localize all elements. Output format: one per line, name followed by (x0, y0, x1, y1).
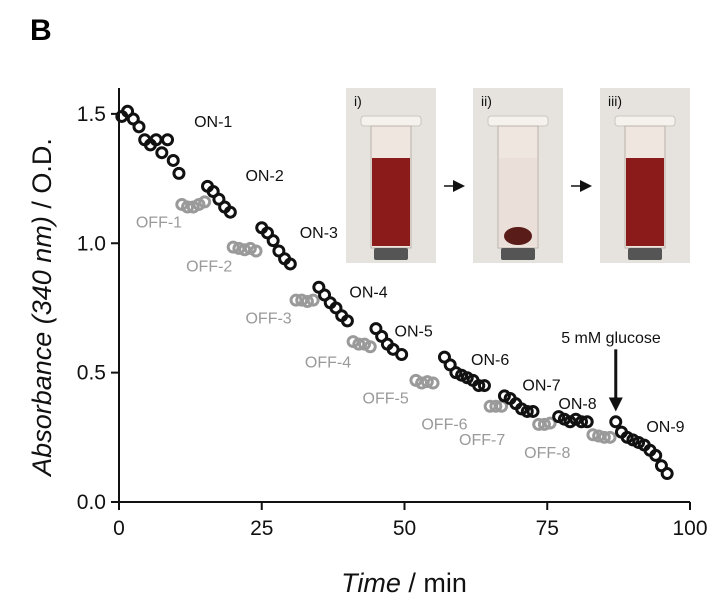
tube-sediment (504, 227, 532, 245)
inset-photo: ii) (473, 88, 563, 263)
photo-label: ii) (481, 93, 492, 109)
segment-label: ON-7 (522, 378, 560, 395)
data-point-off (597, 430, 611, 444)
annotation-arrow-head (608, 397, 623, 412)
y-axis-ticks: 0.0 0.5 1.0 1.5 (77, 103, 119, 514)
data-point-off (592, 429, 606, 443)
x-axis-title: Time / min (341, 568, 467, 598)
data-point-on (526, 404, 540, 418)
data-point-on (395, 348, 409, 362)
segment-labels: ON-1 OFF-1 ON-2 OFF-2 ON-3 OFF-3 ON-4 OFF-4 ON-5… (136, 114, 685, 462)
segment-label: OFF-7 (459, 432, 505, 449)
segment-label: OFF-5 (363, 391, 409, 408)
data-point-off (352, 337, 366, 351)
data-point-off (198, 195, 212, 209)
inset-photo: iii) (600, 88, 690, 263)
photo-label: i) (354, 93, 362, 109)
data-point-on (580, 415, 594, 429)
data-point-off (226, 240, 240, 254)
data-point-on (609, 415, 623, 429)
data-point-off (537, 417, 551, 431)
segment-label: ON-9 (646, 419, 684, 436)
data-point-off (181, 200, 195, 214)
data-point-on (172, 166, 186, 180)
data-points (115, 104, 674, 481)
x-tick-label: 25 (250, 517, 273, 540)
y-tick-label: 1.5 (77, 103, 106, 126)
data-point-off (249, 244, 263, 258)
inset-photos: i) ii) iii) (346, 88, 690, 263)
data-point-on (149, 133, 163, 147)
x-tick-label: 100 (672, 517, 707, 540)
inset-photo: i) (346, 88, 436, 263)
data-point-on (223, 205, 237, 219)
tube-cap (614, 115, 676, 127)
x-tick-label: 75 (536, 517, 559, 540)
photo-arrow-head (580, 180, 592, 192)
photo-label: iii) (608, 93, 622, 109)
glucose-annotation: 5 mM glucose (561, 330, 661, 412)
data-point-off (489, 399, 503, 413)
data-point-on (477, 379, 491, 393)
data-point-off (426, 376, 440, 390)
data-point-off (363, 340, 377, 354)
data-point-off (543, 416, 557, 430)
data-point-on (472, 379, 486, 393)
tube-cap (360, 115, 422, 127)
tube-liquid (626, 158, 664, 246)
data-point-off (532, 417, 546, 431)
segment-label: ON-6 (471, 352, 509, 369)
y-axis-title-rest: / O.D. (27, 138, 57, 216)
data-point-on (520, 404, 534, 418)
y-tick-label: 1.0 (77, 232, 106, 255)
segment-label: ON-2 (245, 168, 283, 185)
photo-arrow-head (453, 180, 465, 192)
tube-liquid (372, 158, 410, 246)
y-tick-label: 0.5 (77, 362, 106, 385)
segment-label: OFF-3 (245, 310, 291, 327)
segment-label: OFF-6 (421, 417, 467, 434)
data-point-on (340, 314, 354, 328)
x-axis-title-italic: Time (341, 568, 401, 598)
annotation-label: 5 mM glucose (561, 330, 661, 347)
data-point-off (289, 293, 303, 307)
data-point-off (238, 243, 252, 257)
data-point-off (306, 293, 320, 307)
x-axis-title-rest: / min (401, 568, 467, 598)
data-point-off (603, 430, 617, 444)
segment-label: OFF-1 (136, 215, 182, 232)
segment-label: ON-4 (349, 285, 387, 302)
segment-label: OFF-2 (186, 259, 232, 276)
x-tick-label: 50 (393, 517, 416, 540)
data-point-off (420, 375, 434, 389)
data-point-on (660, 467, 674, 481)
data-point-on (155, 146, 169, 160)
data-point-on (266, 234, 280, 248)
data-point-on (132, 120, 146, 134)
x-axis-ticks: 0 25 50 75 100 (113, 502, 708, 540)
tube-base (628, 248, 662, 260)
data-point-on (166, 153, 180, 167)
data-point-off (586, 428, 600, 442)
data-point-on (161, 133, 175, 147)
data-point-on (283, 257, 297, 271)
segment-label: OFF-8 (524, 445, 570, 462)
x-tick-label: 0 (113, 517, 125, 540)
segment-label: ON-8 (558, 396, 596, 413)
tube-cap (487, 115, 549, 127)
tube-base (374, 248, 408, 260)
segment-label: ON-5 (395, 323, 433, 340)
panel-label: B (30, 14, 52, 47)
segment-label: ON-1 (194, 114, 232, 131)
tube-base (501, 248, 535, 260)
y-axis-title-italic: Absorbance (340 nm) (27, 216, 57, 478)
data-point-on (649, 448, 663, 462)
data-point-on (575, 415, 589, 429)
y-axis-title: Absorbance (340 nm) / O.D. (27, 138, 57, 478)
y-tick-label: 0.0 (77, 491, 106, 514)
segment-label: ON-3 (300, 225, 338, 242)
data-point-off (300, 294, 314, 308)
segment-label: OFF-4 (305, 354, 351, 371)
